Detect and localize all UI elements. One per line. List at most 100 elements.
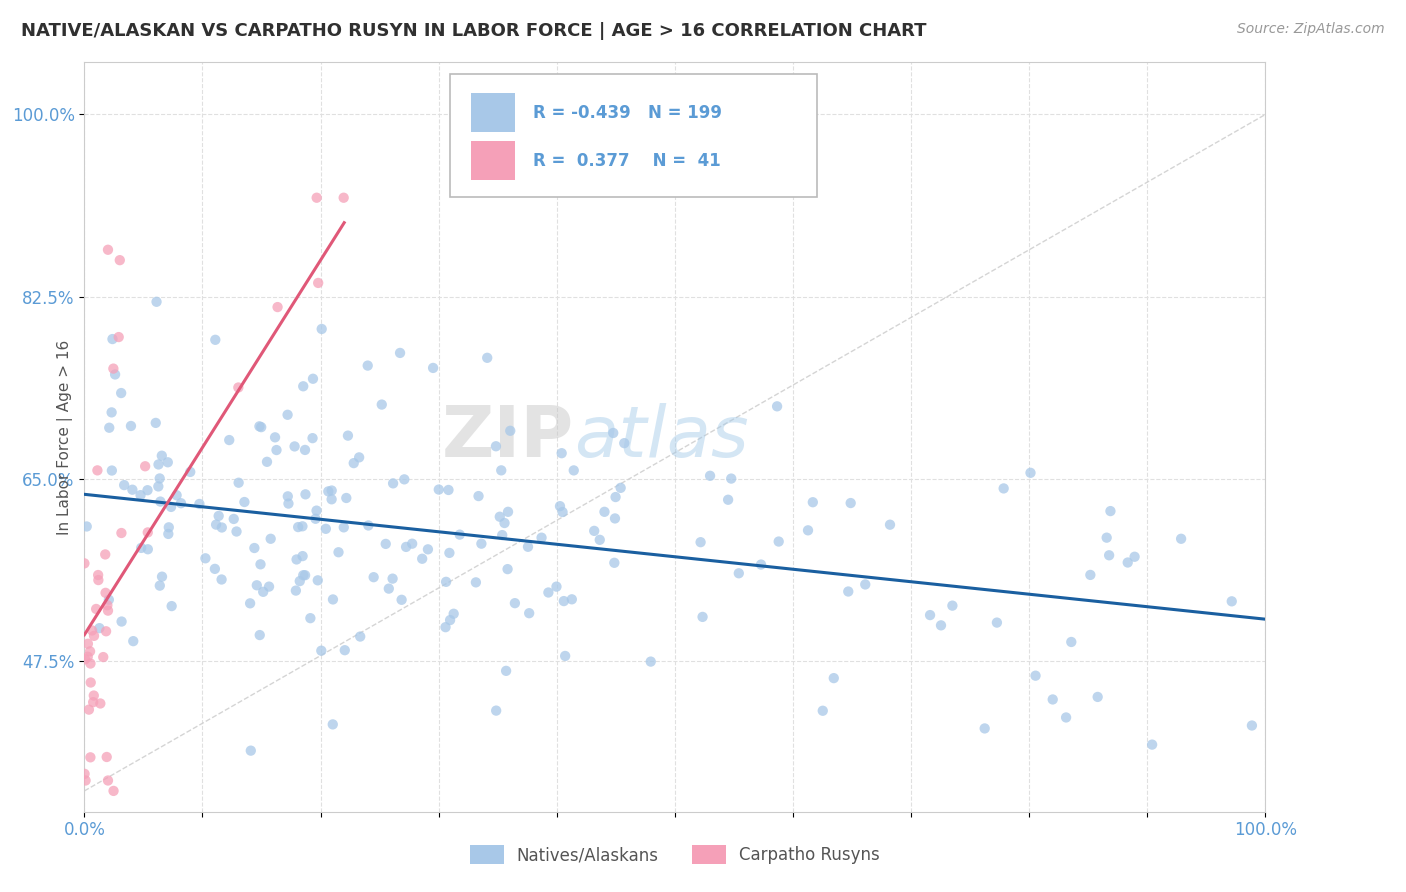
Point bbox=[149, 471, 172, 485]
Point bbox=[110, 386, 132, 401]
Point bbox=[1060, 635, 1083, 649]
Point bbox=[73, 767, 96, 781]
Point bbox=[918, 608, 941, 623]
Point bbox=[256, 455, 278, 469]
Point bbox=[488, 509, 510, 524]
Point bbox=[717, 492, 740, 507]
Point bbox=[136, 525, 159, 540]
Point bbox=[640, 655, 662, 669]
Point bbox=[79, 750, 101, 764]
Point bbox=[477, 351, 499, 365]
Text: NATIVE/ALASKAN VS CARPATHO RUSYN IN LABOR FORCE | AGE > 16 CORRELATION CHART: NATIVE/ALASKAN VS CARPATHO RUSYN IN LABO… bbox=[21, 22, 927, 40]
Point bbox=[136, 483, 159, 498]
Point bbox=[416, 542, 439, 557]
Point bbox=[122, 634, 145, 648]
Point bbox=[266, 443, 288, 458]
Point bbox=[422, 360, 444, 375]
Point bbox=[503, 596, 526, 610]
Point bbox=[467, 489, 489, 503]
Point bbox=[371, 398, 394, 412]
Point bbox=[1042, 692, 1064, 706]
Text: ZIP: ZIP bbox=[443, 402, 575, 472]
Point bbox=[121, 483, 143, 497]
Point bbox=[228, 475, 250, 490]
Point bbox=[299, 611, 322, 625]
Point bbox=[589, 533, 612, 547]
Point bbox=[156, 455, 179, 469]
Point bbox=[321, 483, 343, 498]
Point bbox=[491, 463, 513, 477]
Point bbox=[839, 496, 862, 510]
Point bbox=[246, 578, 269, 592]
Point bbox=[315, 522, 337, 536]
Point bbox=[357, 359, 380, 373]
Point bbox=[495, 664, 517, 678]
Point bbox=[363, 570, 385, 584]
Point bbox=[239, 744, 262, 758]
Point bbox=[266, 300, 288, 314]
Point bbox=[389, 346, 412, 360]
Point bbox=[464, 575, 486, 590]
Point bbox=[301, 431, 323, 445]
Point bbox=[1095, 531, 1118, 545]
Point bbox=[434, 574, 457, 589]
Point bbox=[208, 508, 231, 523]
Point bbox=[1220, 594, 1243, 608]
Point bbox=[80, 624, 103, 638]
Text: atlas: atlas bbox=[575, 402, 749, 472]
Point bbox=[605, 490, 627, 504]
Point bbox=[1098, 549, 1121, 563]
Point bbox=[1099, 504, 1122, 518]
Point bbox=[797, 524, 820, 538]
Point bbox=[554, 648, 576, 663]
Point bbox=[537, 585, 560, 599]
Point bbox=[110, 615, 132, 629]
Point bbox=[343, 456, 366, 470]
Point bbox=[96, 750, 118, 764]
Point bbox=[86, 463, 108, 477]
Point bbox=[449, 527, 471, 541]
Point bbox=[73, 557, 96, 571]
Point bbox=[837, 584, 859, 599]
Point bbox=[291, 519, 314, 533]
Point bbox=[107, 330, 129, 344]
Point bbox=[112, 478, 135, 492]
Point bbox=[108, 253, 131, 268]
Point bbox=[136, 542, 159, 557]
Point bbox=[401, 537, 423, 551]
Point bbox=[427, 483, 450, 497]
Point bbox=[548, 499, 571, 513]
Point bbox=[157, 527, 180, 541]
Point bbox=[204, 333, 226, 347]
Point bbox=[336, 428, 359, 442]
Point bbox=[381, 572, 404, 586]
Point bbox=[689, 535, 711, 549]
Point bbox=[382, 476, 405, 491]
Point bbox=[94, 586, 117, 600]
Point bbox=[395, 540, 418, 554]
Point bbox=[496, 562, 519, 576]
Point bbox=[233, 495, 256, 509]
Point bbox=[101, 464, 124, 478]
Point bbox=[491, 528, 513, 542]
Point bbox=[305, 503, 328, 517]
Point bbox=[603, 511, 626, 525]
Point bbox=[333, 643, 356, 657]
Point bbox=[699, 468, 721, 483]
Point bbox=[499, 424, 522, 438]
Point bbox=[1116, 556, 1139, 570]
Bar bbox=[471, 93, 516, 132]
Point bbox=[374, 537, 396, 551]
Point bbox=[100, 405, 122, 419]
Point bbox=[96, 598, 118, 612]
Point bbox=[437, 483, 460, 497]
Point bbox=[561, 592, 583, 607]
Point bbox=[307, 276, 329, 290]
Point bbox=[188, 497, 211, 511]
Point bbox=[249, 628, 271, 642]
Text: Source: ZipAtlas.com: Source: ZipAtlas.com bbox=[1237, 22, 1385, 37]
Point bbox=[160, 500, 183, 514]
Point bbox=[89, 697, 111, 711]
Point bbox=[553, 594, 575, 608]
Point bbox=[1140, 738, 1163, 752]
